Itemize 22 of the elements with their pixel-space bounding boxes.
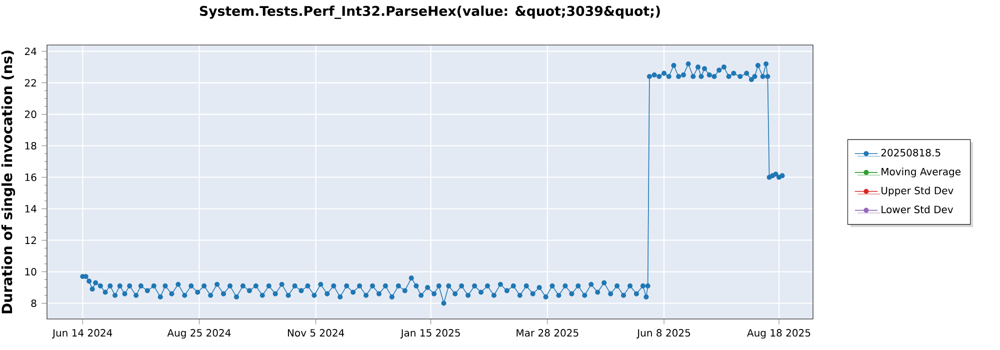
y-tick-label: 18 bbox=[25, 142, 36, 150]
x-tick-label: Aug 18 2025 bbox=[747, 329, 810, 339]
x-tick-label: Jan 15 2025 bbox=[400, 329, 460, 338]
y-tick-label: 8 bbox=[31, 299, 36, 308]
legend-label: Moving Average bbox=[882, 168, 960, 178]
y-tick-label: 24 bbox=[24, 48, 36, 56]
y-tick-label: 14 bbox=[25, 205, 36, 212]
y-tick-label: 22 bbox=[24, 79, 36, 87]
y-tick-label: 20 bbox=[24, 110, 36, 118]
y-axis-title: Duration of single invocation (ns) bbox=[1, 50, 16, 314]
y-tick-label: 12 bbox=[25, 236, 36, 244]
x-tick-label: Jun 8 2025 bbox=[636, 329, 690, 338]
x-tick-label: Aug 25 2024 bbox=[167, 329, 231, 339]
legend-label: Lower Std Dev bbox=[882, 206, 954, 214]
y-tick-label: 10 bbox=[25, 268, 36, 276]
legend-label: Upper Std Dev bbox=[882, 186, 954, 196]
x-tick-label: Mar 28 2025 bbox=[516, 329, 578, 337]
chart-title: System.Tests.Perf_Int32.ParseHex(value: &quot;3039&quot;) bbox=[200, 6, 660, 19]
x-tick-label: Jun 14 2024 bbox=[52, 329, 112, 338]
y-tick-label: 16 bbox=[25, 173, 36, 182]
x-tick-label: Nov 5 2024 bbox=[288, 329, 344, 337]
legend-label: 20250818.5 bbox=[881, 148, 940, 156]
